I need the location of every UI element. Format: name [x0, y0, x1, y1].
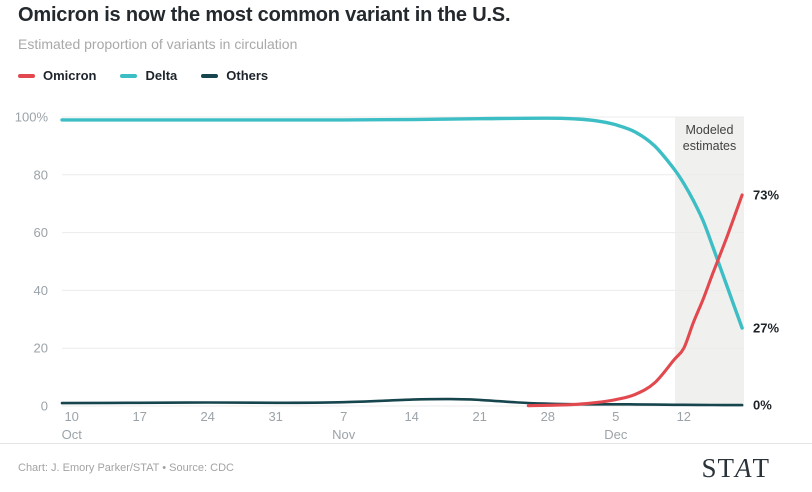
- x-tick-label: 5: [612, 409, 619, 424]
- modeled-estimates-label: estimates: [683, 139, 737, 153]
- page-title: Omicron is now the most common variant i…: [18, 4, 511, 26]
- y-tick-label: 80: [34, 167, 48, 182]
- y-tick-label: 100%: [15, 110, 49, 125]
- stat-logo: STAT: [701, 453, 770, 484]
- legend-label-omicron: Omicron: [43, 68, 97, 83]
- x-tick-label: 12: [677, 409, 691, 424]
- x-month-label: Dec: [604, 427, 628, 442]
- legend-label-others: Others: [226, 68, 269, 83]
- y-tick-label: 40: [34, 283, 48, 298]
- footer-divider: [0, 443, 812, 444]
- x-tick-label: 10: [64, 409, 78, 424]
- series-line-omicron: [526, 193, 744, 408]
- y-tick-label: 60: [34, 225, 48, 240]
- x-tick-label: 28: [541, 409, 555, 424]
- modeled-estimates-label: Modeled: [686, 123, 734, 137]
- legend-item-others: Others: [201, 68, 268, 83]
- x-tick-label: 24: [200, 409, 214, 424]
- series-end-label-omicron: 73%: [753, 188, 779, 203]
- legend-swatch-omicron: [18, 73, 35, 78]
- x-tick-label: 7: [340, 409, 347, 424]
- legend-swatch-others: [201, 73, 219, 78]
- footer-credit: Chart: J. Emory Parker/STAT • Source: CD…: [18, 462, 234, 474]
- x-tick-label: 31: [268, 409, 282, 424]
- stat-logo-pre: ST: [701, 453, 735, 483]
- legend-item-omicron: Omicron: [18, 68, 96, 83]
- series-line-delta: [60, 116, 744, 330]
- x-tick-label: 17: [132, 409, 146, 424]
- x-tick-label: 14: [404, 409, 418, 424]
- page-subtitle: Estimated proportion of variants in circ…: [18, 36, 298, 52]
- series-end-label-others: 0%: [753, 398, 772, 413]
- stat-logo-italic-a: A: [735, 453, 753, 483]
- modeled-region: [675, 117, 744, 406]
- y-tick-label: 0: [41, 399, 48, 414]
- legend-label-delta: Delta: [145, 68, 178, 83]
- series-end-label-delta: 27%: [753, 320, 779, 335]
- y-tick-label: 20: [34, 341, 48, 356]
- legend: Omicron Delta Others: [18, 68, 268, 83]
- x-tick-label: 21: [472, 409, 486, 424]
- legend-swatch-delta: [120, 73, 138, 78]
- x-month-label: Nov: [332, 427, 356, 442]
- legend-item-delta: Delta: [120, 68, 177, 83]
- series-line-others: [60, 397, 744, 407]
- x-month-label: Oct: [62, 427, 83, 442]
- stat-logo-post: T: [752, 453, 770, 483]
